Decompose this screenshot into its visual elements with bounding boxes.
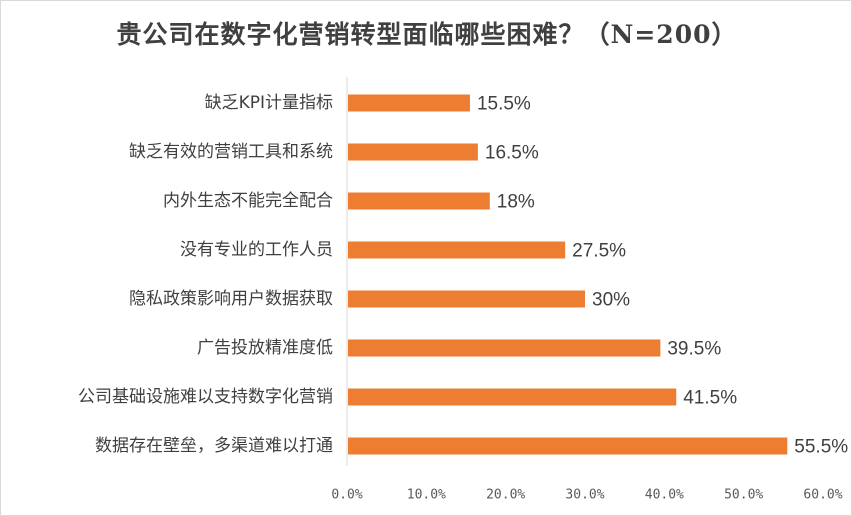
bar [348, 94, 470, 112]
x-tick-label: 50.0% [724, 488, 763, 503]
category-label: 没有专业的工作人员 [180, 240, 333, 260]
x-tick-label: 30.0% [565, 488, 604, 503]
data-label: 55.5% [794, 437, 848, 458]
data-label: 18% [497, 192, 535, 213]
bar [348, 143, 478, 161]
category-label: 缺乏有效的营销工具和系统 [129, 142, 333, 162]
bar [348, 290, 585, 308]
bar [348, 339, 661, 357]
x-tick-label: 20.0% [486, 488, 525, 503]
data-label: 30% [592, 290, 630, 311]
x-tick-label: 10.0% [407, 488, 446, 503]
x-tick-label: 0.0% [331, 488, 362, 503]
bar [348, 437, 788, 455]
data-label: 16.5% [485, 143, 539, 164]
data-label: 39.5% [667, 339, 721, 360]
bar [348, 388, 677, 406]
x-tick-label: 40.0% [645, 488, 684, 503]
bar [348, 241, 566, 259]
category-label: 广告投放精准度低 [197, 338, 333, 358]
data-label: 41.5% [683, 388, 737, 409]
data-label: 15.5% [477, 94, 531, 115]
x-tick-label: 60.0% [803, 488, 842, 503]
category-label: 内外生态不能完全配合 [163, 191, 333, 211]
chart-title: 贵公司在数字化营销转型面临哪些困难？（N=200） [116, 20, 738, 49]
category-label: 数据存在壁垒，多渠道难以打通 [95, 436, 333, 456]
bar [348, 192, 490, 210]
category-label: 公司基础设施难以支持数字化营销 [78, 387, 333, 407]
data-label: 27.5% [572, 241, 626, 262]
category-label: 隐私政策影响用户数据获取 [129, 289, 333, 309]
category-label: 缺乏KPI计量指标 [205, 93, 333, 113]
